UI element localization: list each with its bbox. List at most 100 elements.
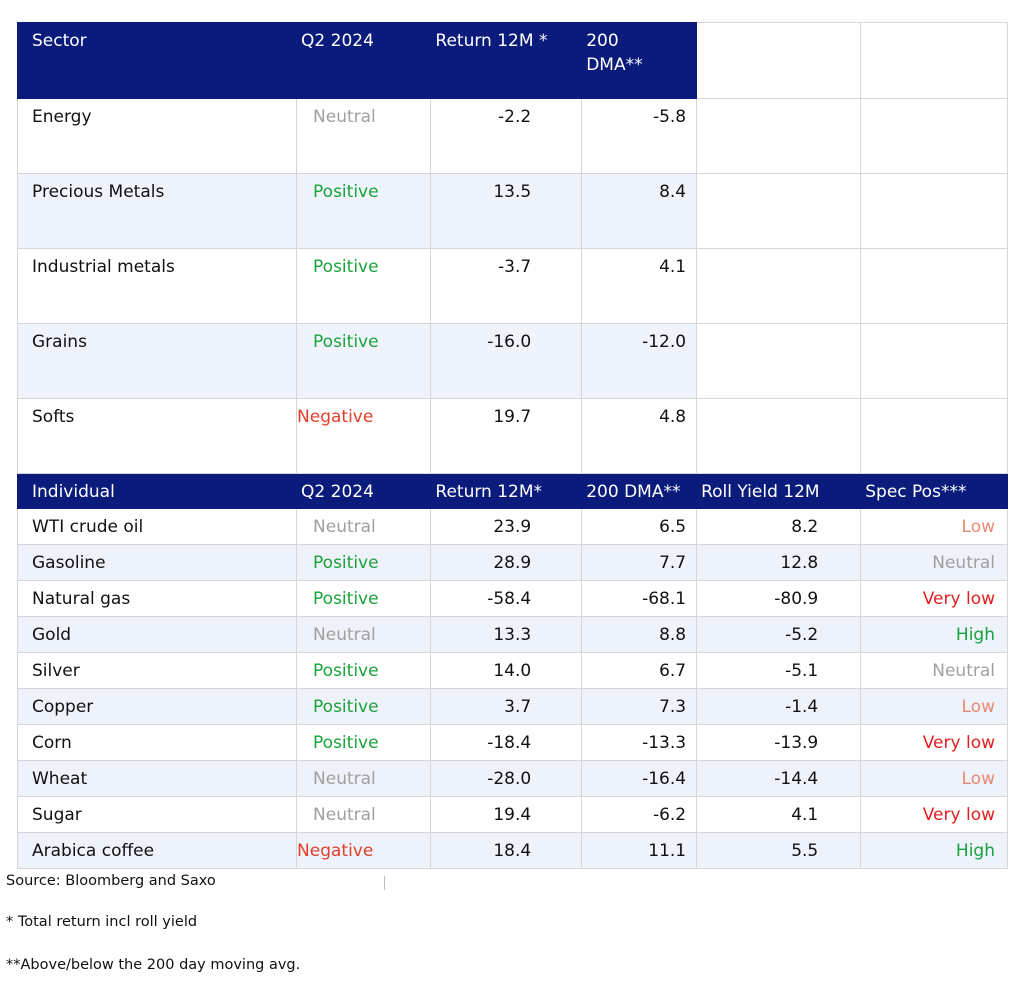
sector-q2-rating: Neutral [313,107,376,127]
commodity-name: Copper [32,696,94,717]
sector-dma: -12.0 [642,332,687,352]
q2-rating: Negative [297,840,374,861]
commodity-name: Silver [32,660,80,681]
commodity-name: WTI crude oil [32,516,144,537]
sector-return: -2.2 [498,107,532,127]
individual-row: Wheat Neutral -28.0 -16.4 -14.4 Low [16,760,1008,797]
individual-table: Individual Q2 2024 Return 12M* 200 DMA**… [16,474,1008,869]
sector-return: 19.7 [493,407,532,427]
empty-cell [860,98,1008,174]
return-12m: -28.0 [487,768,532,789]
header-blank-cell [860,22,1008,99]
footnote-dma: **Above/below the 200 day moving avg. [6,957,301,973]
dma-200: -68.1 [642,588,687,609]
empty-cell [860,173,1008,249]
individual-row: Sugar Neutral 19.4 -6.2 4.1 Very low [16,796,1008,833]
q2-rating: Neutral [313,768,376,789]
sector-row: Industrial metals Positive -3.7 4.1 [16,248,1008,324]
header-dma: 200 DMA** [586,481,681,502]
empty-cell [696,98,862,174]
q2-rating: Positive [313,732,379,753]
sector-return: 13.5 [493,182,532,202]
spec-position: Low [961,768,995,789]
sector-dma: 4.8 [659,407,687,427]
text-cursor-mark [384,876,385,890]
spec-position: Low [961,696,995,717]
roll-yield: 12.8 [780,552,819,573]
sector-q2-rating: Negative [297,407,374,427]
q2-rating: Neutral [313,804,376,825]
header-individual: Individual [32,481,115,502]
dma-200: -13.3 [642,732,687,753]
dma-200: 7.7 [659,552,687,573]
individual-row: Gasoline Positive 28.9 7.7 12.8 Neutral [16,544,1008,581]
commodity-name: Gold [32,624,72,645]
dma-200: 6.5 [659,516,687,537]
sector-dma: 8.4 [659,182,687,202]
header-roll-yield: Roll Yield 12M [701,481,820,502]
return-12m: 14.0 [493,660,532,681]
sector-row: Softs Negative 19.7 4.8 [16,398,1008,474]
empty-cell [860,398,1008,474]
individual-row: Copper Positive 3.7 7.3 -1.4 Low [16,688,1008,725]
dma-200: 6.7 [659,660,687,681]
spec-position: Neutral [932,660,995,681]
dma-200: 7.3 [659,696,687,717]
roll-yield: -13.9 [774,732,819,753]
individual-header-row: Individual Q2 2024 Return 12M* 200 DMA**… [16,474,1008,509]
empty-cell [860,248,1008,324]
sector-table: Sector Q2 2024 Return 12M * 200 DMA** En… [16,22,1008,474]
spec-position: Neutral [932,552,995,573]
roll-yield: -14.4 [774,768,819,789]
header-dma: 200 DMA** [586,31,643,75]
return-12m: 18.4 [493,840,532,861]
individual-row: Gold Neutral 13.3 8.8 -5.2 High [16,616,1008,653]
header-blank-cell [696,22,862,99]
return-12m: -18.4 [487,732,532,753]
return-12m: 3.7 [504,696,532,717]
roll-yield: -5.1 [785,660,819,681]
sector-name: Precious Metals [32,182,165,202]
sector-name: Industrial metals [32,257,175,277]
sector-row: Grains Positive -16.0 -12.0 [16,323,1008,399]
roll-yield: -80.9 [774,588,819,609]
q2-rating: Positive [313,696,379,717]
dma-200: 11.1 [648,840,687,861]
spec-position: Low [961,516,995,537]
header-return: Return 12M* [435,481,543,502]
sector-name: Grains [32,332,87,352]
return-12m: 13.3 [493,624,532,645]
return-12m: 23.9 [493,516,532,537]
sector-dma: -5.8 [652,107,687,127]
sector-name: Softs [32,407,75,427]
return-12m: -58.4 [487,588,532,609]
empty-cell [860,323,1008,399]
commodity-name: Wheat [32,768,88,789]
q2-rating: Neutral [313,516,376,537]
sector-q2-rating: Positive [313,182,379,202]
commodity-name: Natural gas [32,588,131,609]
individual-row: Silver Positive 14.0 6.7 -5.1 Neutral [16,652,1008,689]
commodity-name: Gasoline [32,552,106,573]
header-spec-pos: Spec Pos*** [865,481,967,502]
spec-position: Very low [922,732,995,753]
empty-cell [696,323,862,399]
roll-yield: -1.4 [785,696,819,717]
individual-row: WTI crude oil Neutral 23.9 6.5 8.2 Low [16,508,1008,545]
commodity-name: Arabica coffee [32,840,155,861]
q2-rating: Neutral [313,624,376,645]
empty-cell [696,248,862,324]
return-12m: 28.9 [493,552,532,573]
sector-q2-rating: Positive [313,332,379,352]
sector-row: Precious Metals Positive 13.5 8.4 [16,173,1008,249]
empty-cell [696,173,862,249]
sector-dma: 4.1 [659,257,687,277]
commodity-name: Sugar [32,804,82,825]
roll-yield: 8.2 [791,516,819,537]
individual-row: Natural gas Positive -58.4 -68.1 -80.9 Very l… [16,580,1008,617]
individual-row: Corn Positive -18.4 -13.3 -13.9 Very low [16,724,1008,761]
roll-yield: 5.5 [791,840,819,861]
header-q2: Q2 2024 [301,31,374,51]
header-return: Return 12M * [435,31,548,51]
spec-position: Very low [922,588,995,609]
